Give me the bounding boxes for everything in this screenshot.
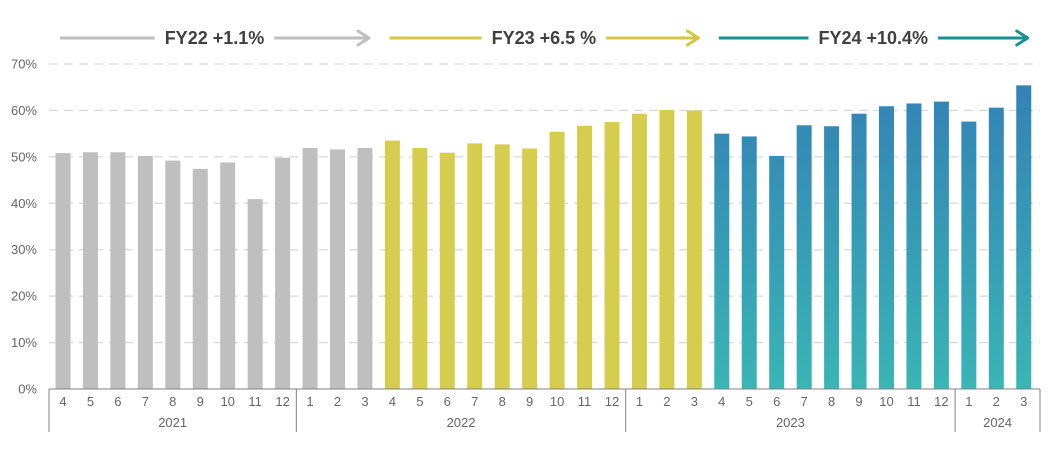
bar	[659, 109, 675, 389]
bar	[988, 107, 1004, 390]
bar	[933, 101, 949, 389]
bar	[82, 152, 98, 389]
y-tick-label: 0%	[18, 382, 37, 397]
x-tick-label: 8	[169, 394, 176, 409]
x-tick-label: 9	[526, 394, 533, 409]
bar	[467, 143, 483, 389]
x-tick-label: 5	[746, 394, 753, 409]
bar	[851, 113, 867, 389]
y-tick-label: 70%	[11, 57, 37, 72]
bar	[906, 103, 922, 389]
x-tick-label: 5	[87, 394, 94, 409]
x-tick-label: 10	[550, 394, 564, 409]
fiscal-year-label: FY23 +6.5 %	[492, 28, 597, 48]
bar	[137, 155, 153, 389]
bar	[439, 152, 455, 389]
y-tick-label: 30%	[11, 242, 37, 257]
x-tick-label: 9	[855, 394, 862, 409]
bar	[55, 153, 71, 389]
x-tick-label: 3	[691, 394, 698, 409]
fiscal-year-label: FY22 +1.1%	[165, 28, 265, 48]
x-year-label: 2022	[447, 415, 476, 430]
x-tick-label: 11	[907, 394, 921, 409]
x-tick-label: 9	[197, 394, 204, 409]
bar	[110, 152, 126, 389]
bar	[192, 168, 208, 389]
bar	[247, 199, 263, 389]
bar	[275, 157, 291, 389]
x-tick-label: 1	[636, 394, 643, 409]
bar	[494, 144, 510, 389]
arrow-right-icon	[1015, 29, 1030, 47]
bar	[686, 110, 702, 389]
bar	[577, 125, 593, 389]
x-tick-label: 3	[1020, 394, 1027, 409]
x-tick-label: 12	[605, 394, 619, 409]
bar	[796, 125, 812, 390]
x-tick-label: 5	[416, 394, 423, 409]
x-tick-label: 6	[444, 394, 451, 409]
bar	[1016, 85, 1032, 389]
x-tick-label: 7	[801, 394, 808, 409]
y-tick-label: 20%	[11, 289, 37, 304]
x-tick-label: 8	[828, 394, 835, 409]
bar	[220, 162, 236, 389]
bar	[961, 121, 977, 390]
x-tick-label: 11	[578, 394, 592, 409]
y-tick-label: 40%	[11, 196, 37, 211]
x-year-label: 2021	[158, 415, 187, 430]
bar	[769, 155, 785, 389]
fiscal-year-label: FY24 +10.4%	[818, 28, 928, 48]
bar	[330, 149, 345, 389]
x-tick-label: 1	[965, 394, 972, 409]
bar	[879, 106, 894, 389]
bar	[824, 126, 840, 389]
x-tick-label: 6	[773, 394, 780, 409]
bar	[631, 113, 647, 389]
x-tick-label: 3	[361, 394, 368, 409]
x-tick-label: 10	[879, 394, 893, 409]
bar	[384, 140, 400, 389]
bar	[165, 160, 181, 389]
x-tick-label: 2	[663, 394, 670, 409]
x-tick-label: 12	[275, 394, 289, 409]
x-tick-label: 7	[142, 394, 149, 409]
arrow-right-icon	[356, 29, 371, 47]
bar	[412, 148, 428, 389]
bar	[741, 136, 757, 389]
x-tick-label: 6	[114, 394, 121, 409]
x-tick-label: 4	[59, 394, 66, 409]
bar	[714, 133, 730, 389]
x-tick-label: 11	[248, 394, 262, 409]
x-tick-label: 7	[471, 394, 478, 409]
x-year-label: 2024	[983, 415, 1012, 430]
bar	[604, 122, 620, 390]
arrow-right-icon	[685, 29, 700, 47]
x-tick-label: 8	[499, 394, 506, 409]
y-tick-label: 10%	[11, 335, 37, 350]
x-tick-label: 12	[934, 394, 948, 409]
bar	[522, 148, 538, 389]
x-tick-label: 2	[334, 394, 341, 409]
bar	[549, 131, 565, 390]
y-tick-label: 50%	[11, 149, 37, 164]
x-tick-label: 1	[306, 394, 313, 409]
x-year-label: 2023	[776, 415, 805, 430]
x-tick-label: 4	[718, 394, 725, 409]
bar	[302, 148, 318, 389]
bar	[357, 148, 373, 389]
y-tick-label: 60%	[11, 103, 37, 118]
x-tick-label: 10	[220, 394, 234, 409]
x-tick-label: 4	[389, 394, 396, 409]
x-tick-label: 2	[993, 394, 1000, 409]
